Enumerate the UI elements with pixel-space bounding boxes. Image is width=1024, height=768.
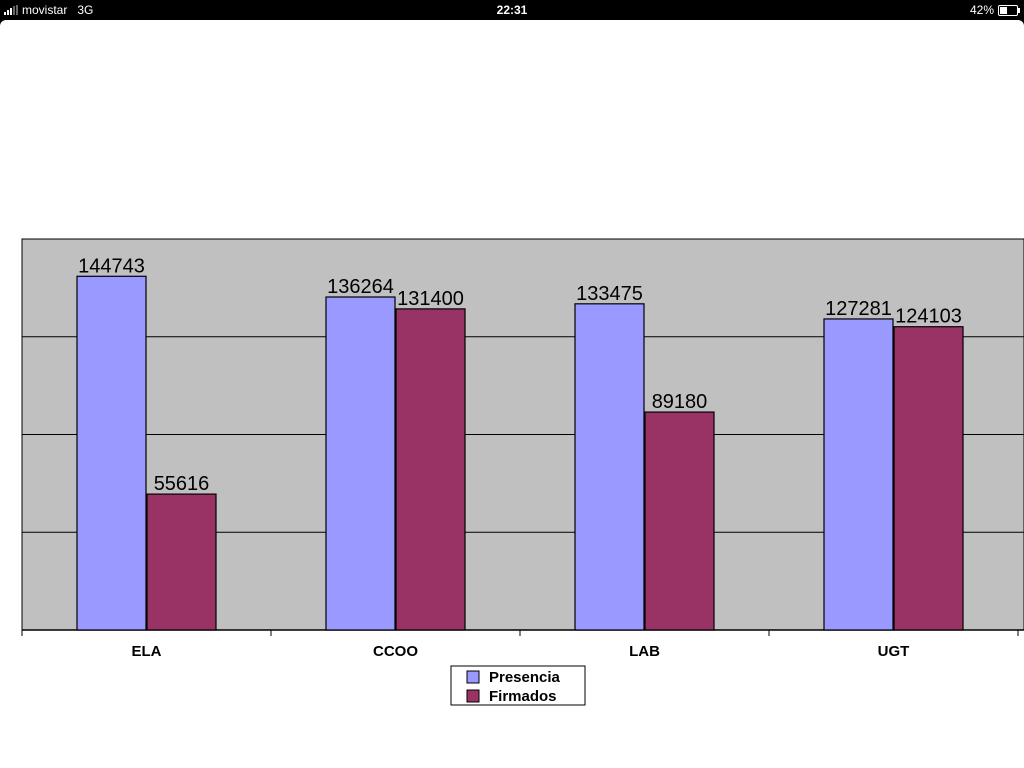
- clock: 22:31: [496, 3, 528, 17]
- bar-firmados-ela: [146, 493, 217, 631]
- carrier-name: movistar: [22, 3, 68, 17]
- bar-firmados-lab: [644, 411, 715, 631]
- legend-swatch: [466, 689, 480, 703]
- network-type: 3G: [77, 3, 94, 17]
- chart-screen: 144743 55616 ELA 136264 131400 CCOO 133475 8918…: [0, 20, 1024, 768]
- category-label: CCOO: [373, 643, 418, 660]
- data-label: 133475: [576, 283, 643, 305]
- signal-icon: [4, 5, 18, 15]
- data-label: 127281: [825, 298, 892, 320]
- legend-label: Firmados: [489, 688, 557, 705]
- battery-fill: [1000, 6, 1007, 14]
- battery-area: 42%: [969, 3, 1020, 17]
- bar-firmados-ccoo: [395, 308, 466, 631]
- bar-presencia-ugt: [823, 318, 894, 631]
- legend-label: Presencia: [489, 669, 561, 686]
- legend-swatch: [466, 670, 480, 684]
- data-label: 144743: [78, 255, 145, 277]
- bar-presencia-ccoo: [325, 296, 396, 631]
- battery-icon: [998, 4, 1020, 16]
- bar-presencia-ela: [76, 275, 147, 631]
- category-label: ELA: [132, 643, 162, 660]
- category-label: LAB: [629, 643, 660, 660]
- data-label: 136264: [327, 276, 394, 298]
- bar-presencia-lab: [574, 303, 645, 631]
- data-label: 55616: [154, 473, 210, 495]
- data-label: 131400: [397, 288, 464, 310]
- category-label: UGT: [878, 643, 910, 660]
- status-bar: movistar 3G 22:31 42%: [0, 0, 1024, 20]
- data-label: 124103: [895, 306, 962, 328]
- data-label: 89180: [652, 391, 708, 413]
- bar-firmados-ugt: [893, 326, 964, 631]
- battery-percent: 42%: [969, 3, 994, 17]
- carrier-area: movistar 3G: [4, 3, 93, 17]
